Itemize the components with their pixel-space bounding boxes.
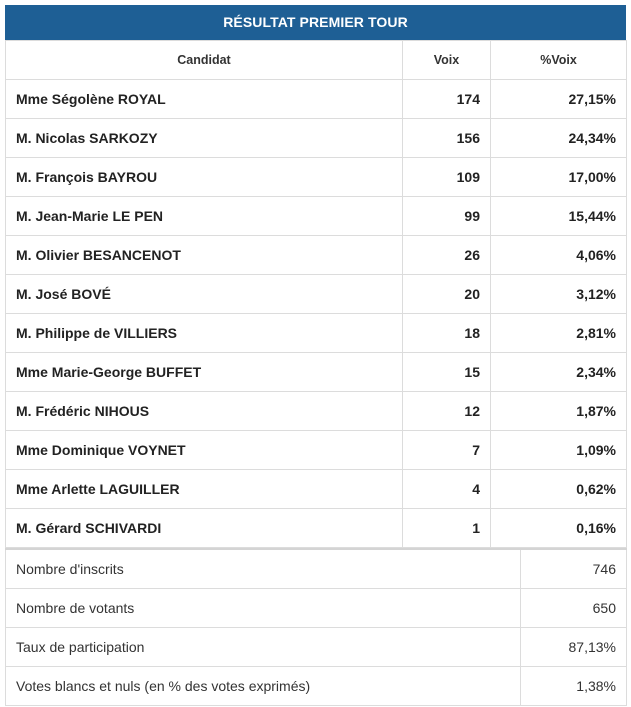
column-header-voix: Voix <box>402 40 491 80</box>
candidate-percent: 0,16% <box>490 508 627 548</box>
candidate-name: Mme Dominique VOYNET <box>5 430 403 470</box>
column-header-candidat: Candidat <box>5 40 403 80</box>
stats-value: 1,38% <box>520 665 627 706</box>
candidate-name: M. Frédéric NIHOUS <box>5 391 403 431</box>
candidate-votes: 4 <box>402 469 491 509</box>
candidate-percent: 1,87% <box>490 391 627 431</box>
table-row: Mme Marie-George BUFFET 15 2,34% <box>5 352 627 392</box>
candidate-votes: 109 <box>402 157 491 197</box>
table-row: Mme Arlette LAGUILLER 4 0,62% <box>5 469 627 509</box>
stats-value: 87,13% <box>520 626 627 667</box>
candidate-votes: 12 <box>402 391 491 431</box>
candidate-name: Mme Ségolène ROYAL <box>5 79 403 119</box>
candidate-percent: 17,00% <box>490 157 627 197</box>
results-title: RÉSULTAT PREMIER TOUR <box>5 5 626 40</box>
candidate-name: M. José BOVÉ <box>5 274 403 314</box>
candidate-percent: 15,44% <box>490 196 627 236</box>
candidate-name: M. Nicolas SARKOZY <box>5 118 403 158</box>
candidate-percent: 2,81% <box>490 313 627 353</box>
table-row: M. Philippe de VILLIERS 18 2,81% <box>5 313 627 353</box>
candidate-votes: 15 <box>402 352 491 392</box>
candidate-percent: 24,34% <box>490 118 627 158</box>
table-row: Mme Dominique VOYNET 7 1,09% <box>5 430 627 470</box>
stats-row: Nombre de votants 650 <box>5 587 627 628</box>
stats-row: Votes blancs et nuls (en % des votes exp… <box>5 665 627 706</box>
candidates-table: Candidat Voix %Voix Mme Ségolène ROYAL 1… <box>5 40 627 548</box>
stats-value: 746 <box>520 548 627 589</box>
candidate-percent: 2,34% <box>490 352 627 392</box>
table-header-row: Candidat Voix %Voix <box>5 40 627 80</box>
stats-row: Taux de participation 87,13% <box>5 626 627 667</box>
candidate-votes: 174 <box>402 79 491 119</box>
column-header-pct: %Voix <box>490 40 627 80</box>
table-row: M. Gérard SCHIVARDI 1 0,16% <box>5 508 627 548</box>
candidate-votes: 18 <box>402 313 491 353</box>
candidate-name: M. François BAYROU <box>5 157 403 197</box>
stats-row: Nombre d'inscrits 746 <box>5 548 627 589</box>
candidate-votes: 26 <box>402 235 491 275</box>
table-row: M. Olivier BESANCENOT 26 4,06% <box>5 235 627 275</box>
stats-value: 650 <box>520 587 627 628</box>
table-row: M. François BAYROU 109 17,00% <box>5 157 627 197</box>
stats-label: Nombre d'inscrits <box>5 548 521 589</box>
results-panel: RÉSULTAT PREMIER TOUR Candidat Voix %Voi… <box>5 5 627 706</box>
candidate-name: M. Jean-Marie LE PEN <box>5 196 403 236</box>
table-row: Mme Ségolène ROYAL 174 27,15% <box>5 79 627 119</box>
candidate-votes: 99 <box>402 196 491 236</box>
candidate-percent: 3,12% <box>490 274 627 314</box>
candidate-votes: 20 <box>402 274 491 314</box>
candidate-percent: 4,06% <box>490 235 627 275</box>
candidate-name: M. Philippe de VILLIERS <box>5 313 403 353</box>
stats-label: Votes blancs et nuls (en % des votes exp… <box>5 665 521 706</box>
candidate-name: Mme Arlette LAGUILLER <box>5 469 403 509</box>
table-row: M. Frédéric NIHOUS 12 1,87% <box>5 391 627 431</box>
stats-label: Nombre de votants <box>5 587 521 628</box>
candidate-percent: 1,09% <box>490 430 627 470</box>
candidate-percent: 0,62% <box>490 469 627 509</box>
stats-table: Nombre d'inscrits 746 Nombre de votants … <box>5 548 627 706</box>
candidate-percent: 27,15% <box>490 79 627 119</box>
candidate-name: Mme Marie-George BUFFET <box>5 352 403 392</box>
table-row: M. Jean-Marie LE PEN 99 15,44% <box>5 196 627 236</box>
candidate-votes: 7 <box>402 430 491 470</box>
table-row: M. Nicolas SARKOZY 156 24,34% <box>5 118 627 158</box>
candidate-votes: 1 <box>402 508 491 548</box>
table-row: M. José BOVÉ 20 3,12% <box>5 274 627 314</box>
candidate-name: M. Gérard SCHIVARDI <box>5 508 403 548</box>
candidate-name: M. Olivier BESANCENOT <box>5 235 403 275</box>
stats-label: Taux de participation <box>5 626 521 667</box>
candidate-votes: 156 <box>402 118 491 158</box>
